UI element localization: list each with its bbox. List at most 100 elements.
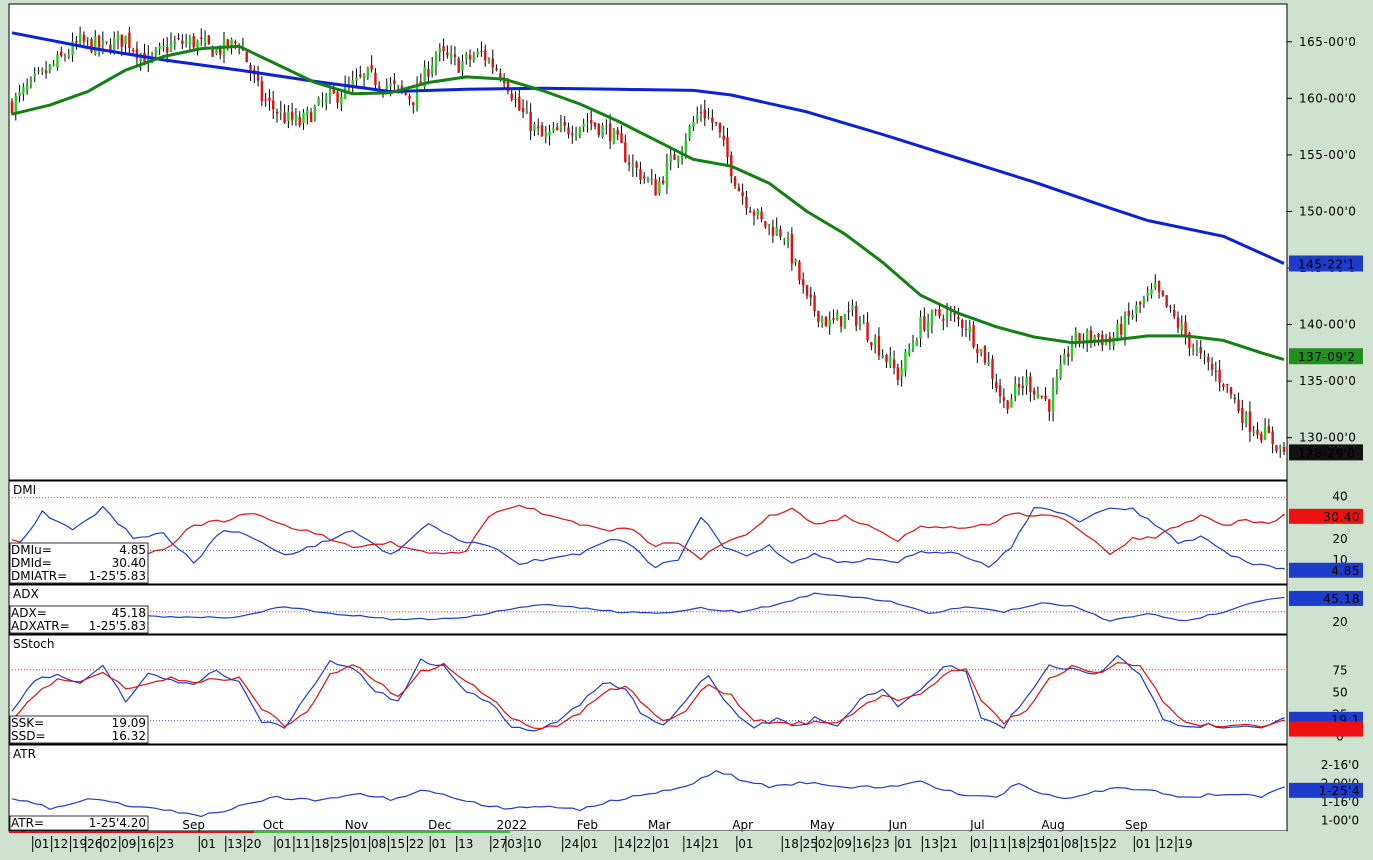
price-bar-body xyxy=(124,35,127,44)
adx-value-label-bg xyxy=(1289,590,1363,606)
atr-readout-value: 1-25'4.20 xyxy=(89,816,146,830)
day-label: 25 xyxy=(333,837,348,851)
price-bar-body xyxy=(1199,347,1202,354)
price-bar-body xyxy=(608,123,612,142)
price-panel[interactable] xyxy=(10,26,1286,458)
atr-tick-label: 1-00'0 xyxy=(1321,814,1359,828)
dmi-panel-title: DMI xyxy=(13,483,36,497)
price-bar-body xyxy=(828,319,831,327)
day-label: 09 xyxy=(121,837,136,851)
price-bar-body xyxy=(582,123,585,127)
price-bar-body xyxy=(563,121,566,126)
price-bar-body xyxy=(1154,283,1157,288)
price-bar-body xyxy=(1256,429,1259,435)
price-bar-body xyxy=(86,38,89,40)
price-bar-body xyxy=(177,38,180,40)
price-bar-body xyxy=(733,176,737,186)
price-bar-body xyxy=(1237,399,1240,412)
month-label: Oct xyxy=(263,818,284,832)
price-bar-body xyxy=(760,211,763,220)
price-bar-body xyxy=(351,80,354,88)
price-bar-body xyxy=(1279,445,1282,449)
price-bar-body xyxy=(1085,330,1089,344)
day-label: 24 xyxy=(564,837,579,851)
day-label: 01 xyxy=(201,837,216,851)
price-bar-body xyxy=(612,129,616,144)
day-label: 13 xyxy=(227,837,242,851)
adx-tick-label: 20 xyxy=(1332,615,1347,629)
price-bar-body xyxy=(143,53,146,65)
indicator-panels[interactable]: DMI ADX SStoch ATR xyxy=(9,483,1287,818)
price-bar-body xyxy=(771,226,775,236)
price-bar-body xyxy=(52,64,55,66)
adx-value-label: 45.18 xyxy=(1323,592,1360,606)
date-axis-red-stripe xyxy=(9,831,254,833)
price-bar-body xyxy=(942,318,945,321)
price-bar-body xyxy=(518,96,521,110)
price-bar-body xyxy=(1135,305,1138,314)
day-label: 13 xyxy=(924,837,939,851)
price-tick-label: 160-00'0 xyxy=(1299,91,1356,105)
day-label: 01 xyxy=(973,837,988,851)
price-bar-body xyxy=(249,64,252,72)
month-label: Jun xyxy=(887,818,907,832)
day-label: 01 xyxy=(352,837,367,851)
dmi-readout-key: DMIATR= xyxy=(11,569,67,583)
price-bar-body xyxy=(158,46,161,49)
adx-readout-key: ADXATR= xyxy=(11,619,70,633)
date-axis: ugSepOctNovDec2022FebMarAprMayJunJulAugS… xyxy=(9,818,1287,860)
price-bar-body xyxy=(979,349,983,353)
day-label: 11 xyxy=(992,837,1007,851)
price-bar-body xyxy=(855,306,858,326)
day-label: 21 xyxy=(704,837,719,851)
price-bar-body xyxy=(646,178,650,181)
price-bar-body xyxy=(650,178,653,180)
adx-panel-title: ADX xyxy=(13,587,39,601)
price-bar-body xyxy=(366,67,370,78)
month-label: Apr xyxy=(732,818,753,832)
price-bar-body xyxy=(116,34,120,41)
price-bar-body xyxy=(794,260,797,263)
price-bar-body xyxy=(987,361,990,365)
atr-tick-label: 1-16'0 xyxy=(1321,795,1359,809)
atr-panel-title: ATR xyxy=(13,747,36,761)
price-bar-body xyxy=(109,44,112,53)
price-bar-body xyxy=(873,338,877,345)
day-label: 15 xyxy=(1083,837,1098,851)
price-bar-body xyxy=(552,127,555,131)
price-bar-body xyxy=(374,72,377,85)
price-bar-body xyxy=(919,317,922,339)
dmi-value-label-bg xyxy=(1289,562,1363,578)
price-bar-body xyxy=(930,310,934,325)
price-bar-body xyxy=(529,111,532,131)
price-bar-body xyxy=(404,92,407,95)
price-bar-body xyxy=(1150,289,1153,295)
date-axis-bg xyxy=(9,831,1287,860)
price-bar-body xyxy=(472,56,476,61)
moving-average-blue-line xyxy=(11,31,1285,265)
day-label: 13 xyxy=(458,837,473,851)
price-bar-body xyxy=(219,47,222,55)
adx-readout-value: 1-25'5.83 xyxy=(89,619,146,633)
price-panel-frame xyxy=(8,3,1288,481)
price-bar-body xyxy=(446,52,449,56)
price-bar-body xyxy=(215,48,218,54)
adx-series-adx-line xyxy=(11,592,1285,622)
price-bar-body xyxy=(696,115,699,120)
price-bar-body xyxy=(605,125,608,127)
day-label: 01 xyxy=(1136,837,1151,851)
price-bar-body xyxy=(328,90,332,96)
price-bar-body xyxy=(60,51,63,56)
price-bar-body xyxy=(908,349,911,355)
price-bar-body xyxy=(510,93,513,100)
price-bar-body xyxy=(279,110,282,113)
day-label: 23 xyxy=(875,837,890,851)
day-label: 01 xyxy=(655,837,670,851)
price-bar-body xyxy=(514,99,517,101)
adx-readout-box xyxy=(9,605,149,634)
price-bar-body xyxy=(1120,324,1123,335)
day-label: 26 xyxy=(87,837,102,851)
price-bar-body xyxy=(22,86,25,94)
sstoch-tick-label: 75 xyxy=(1332,664,1347,678)
